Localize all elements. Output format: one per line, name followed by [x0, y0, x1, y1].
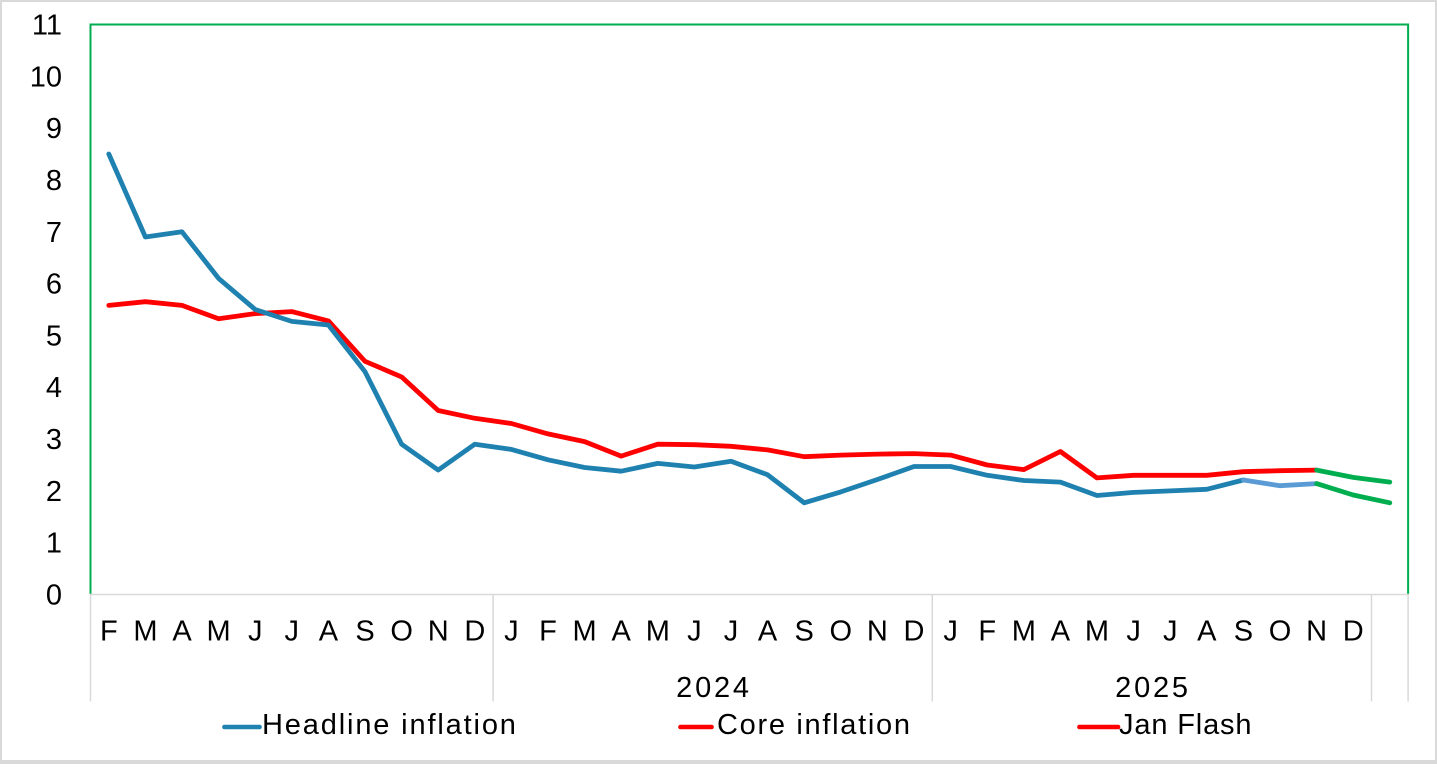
- svg-text:A: A: [319, 616, 339, 648]
- svg-text:Headline inflation: Headline inflation: [262, 709, 518, 741]
- svg-text:N: N: [1306, 616, 1327, 648]
- svg-text:3: 3: [46, 424, 62, 456]
- svg-text:M: M: [133, 616, 157, 648]
- svg-text:D: D: [464, 616, 485, 648]
- svg-text:10: 10: [30, 61, 62, 93]
- svg-text:J: J: [504, 616, 519, 648]
- svg-text:A: A: [1051, 616, 1071, 648]
- svg-text:2: 2: [46, 476, 62, 508]
- svg-text:A: A: [1197, 616, 1217, 648]
- svg-text:O: O: [1269, 616, 1292, 648]
- svg-text:6: 6: [46, 269, 62, 301]
- svg-text:4: 4: [46, 372, 62, 404]
- svg-text:1: 1: [46, 528, 62, 560]
- svg-text:8: 8: [46, 165, 62, 197]
- svg-text:D: D: [1343, 616, 1364, 648]
- svg-text:Core inflation: Core inflation: [717, 709, 912, 741]
- svg-text:D: D: [904, 616, 925, 648]
- svg-text:N: N: [867, 616, 888, 648]
- svg-text:A: A: [758, 616, 778, 648]
- svg-text:M: M: [573, 616, 597, 648]
- svg-text:2024: 2024: [676, 672, 752, 704]
- svg-text:0: 0: [46, 580, 62, 612]
- svg-text:M: M: [207, 616, 231, 648]
- svg-text:J: J: [285, 616, 300, 648]
- svg-text:F: F: [978, 616, 996, 648]
- svg-text:F: F: [539, 616, 557, 648]
- svg-text:J: J: [724, 616, 739, 648]
- svg-text:N: N: [428, 616, 449, 648]
- svg-text:S: S: [795, 616, 814, 648]
- svg-text:2025: 2025: [1115, 672, 1191, 704]
- svg-text:M: M: [646, 616, 670, 648]
- svg-text:7: 7: [46, 217, 62, 249]
- svg-text:9: 9: [46, 113, 62, 145]
- svg-text:J: J: [1126, 616, 1141, 648]
- svg-text:A: A: [172, 616, 192, 648]
- svg-text:Jan Flash: Jan Flash: [1119, 709, 1252, 741]
- svg-text:J: J: [248, 616, 263, 648]
- svg-text:J: J: [687, 616, 702, 648]
- svg-text:A: A: [612, 616, 632, 648]
- svg-text:F: F: [100, 616, 118, 648]
- svg-text:M: M: [1085, 616, 1109, 648]
- svg-text:O: O: [830, 616, 853, 648]
- svg-text:J: J: [943, 616, 958, 648]
- svg-text:J: J: [1163, 616, 1178, 648]
- svg-text:11: 11: [32, 10, 62, 42]
- svg-text:M: M: [1012, 616, 1036, 648]
- svg-text:5: 5: [46, 320, 62, 352]
- svg-text:O: O: [390, 616, 413, 648]
- svg-text:S: S: [1234, 616, 1253, 648]
- svg-text:S: S: [355, 616, 374, 648]
